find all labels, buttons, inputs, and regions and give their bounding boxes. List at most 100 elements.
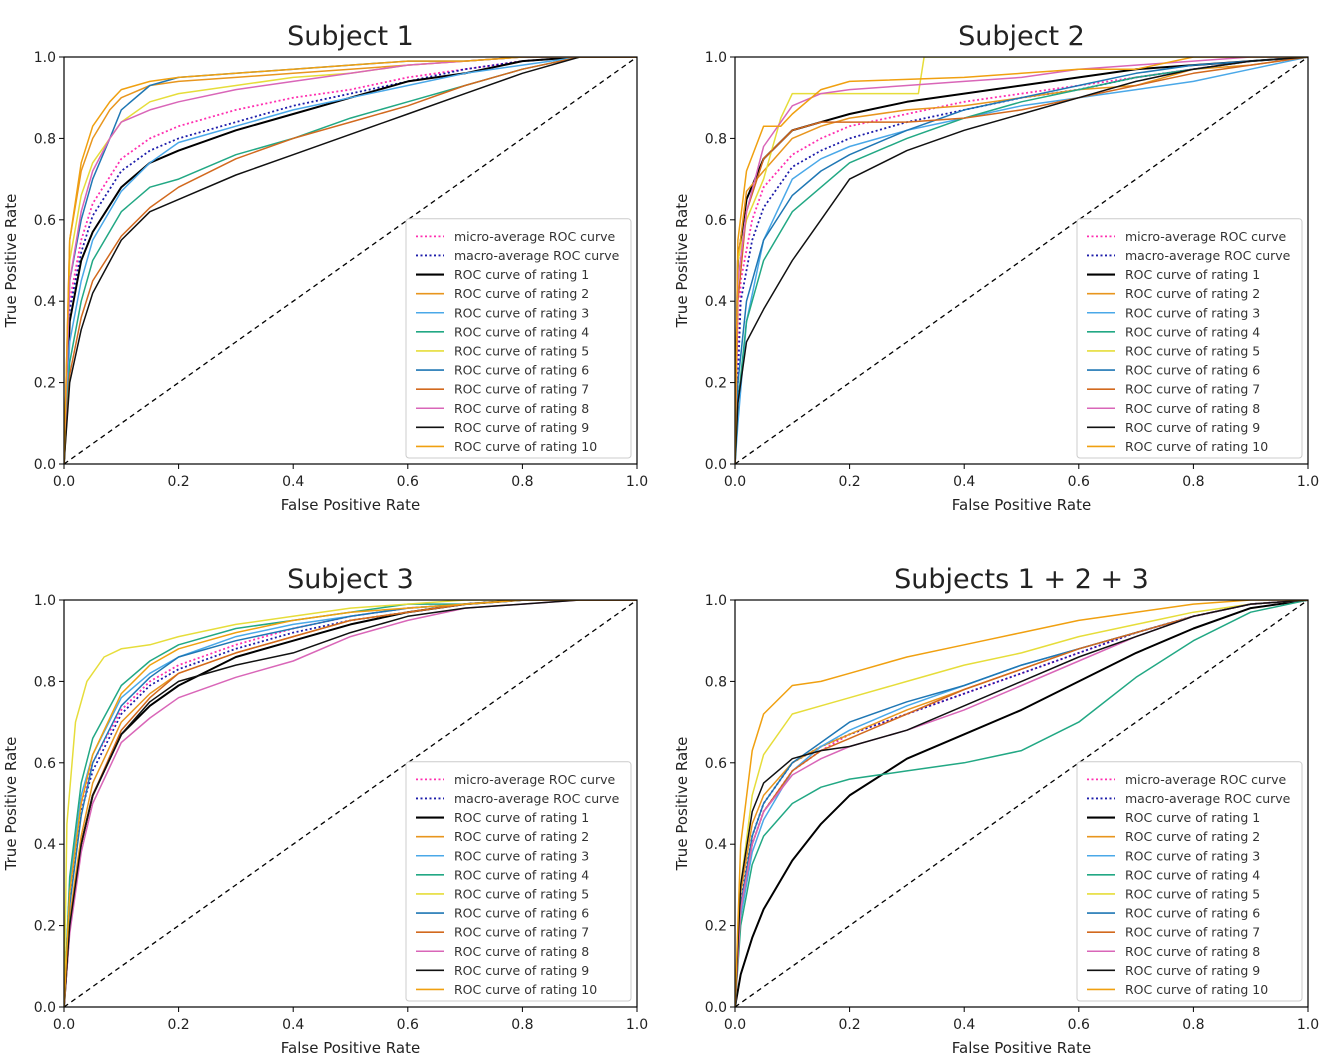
legend-box — [1076, 761, 1303, 1002]
roc-series-line-11 — [64, 57, 637, 464]
y-tick-label: 0.6 — [34, 756, 56, 772]
x-tick-label: 0.2 — [838, 1017, 860, 1033]
roc-series-line-3 — [735, 57, 1308, 464]
legend-label: ROC curve of rating 5 — [454, 343, 589, 358]
legend-label: ROC curve of rating 6 — [1125, 906, 1260, 921]
legend-label: ROC curve of rating 5 — [1125, 343, 1260, 358]
x-tick-label: 0.0 — [53, 474, 75, 490]
series-group — [735, 57, 1308, 464]
legend-label: macro-average ROC curve — [1125, 248, 1291, 263]
y-tick-label: 1.0 — [34, 50, 56, 66]
legend: micro-average ROC curve macro-average ROC… — [405, 761, 632, 1002]
legend-label: ROC curve of rating 4 — [454, 867, 589, 882]
y-tick-label: 0.4 — [34, 837, 56, 853]
legend-label: ROC curve of rating 8 — [454, 944, 589, 959]
legend-label: ROC curve of rating 6 — [1125, 363, 1260, 378]
y-tick-label: 0.8 — [34, 674, 56, 690]
chart-panel-1: Subject 1 0.0 0.2 0.4 0.6 0.8 1.0 0.0 0.2 0.4 0.6 0… — [2, 21, 648, 514]
chart-title: Subjects 1 + 2 + 3 — [894, 564, 1149, 595]
y-tick-label: 0.0 — [34, 1000, 56, 1016]
x-tick-label: 0.0 — [724, 1017, 746, 1033]
y-axis-label: True Positive Rate — [2, 194, 20, 329]
legend-label: ROC curve of rating 9 — [454, 420, 589, 435]
legend-label: ROC curve of rating 6 — [454, 906, 589, 921]
axes-frame — [734, 599, 1309, 1008]
x-tick-label: 0.6 — [1068, 474, 1090, 490]
roc-series-line-10 — [64, 57, 637, 464]
legend-label: ROC curve of rating 4 — [454, 324, 589, 339]
roc-series-line-3 — [735, 600, 1308, 1007]
legend-box — [405, 761, 632, 1002]
y-tick-label: 0.6 — [34, 213, 56, 229]
legend-label: ROC curve of rating 1 — [1125, 810, 1260, 825]
legend-label: ROC curve of rating 5 — [454, 886, 589, 901]
roc-series-line-7 — [735, 600, 1308, 1007]
legend-label: ROC curve of rating 5 — [1125, 886, 1260, 901]
x-tick-label: 0.4 — [953, 1017, 975, 1033]
y-tick-label: 0.2 — [34, 376, 56, 392]
chart-title: Subject 2 — [958, 21, 1085, 52]
chart-title: Subject 1 — [287, 21, 414, 52]
legend-label: ROC curve of rating 6 — [454, 363, 589, 378]
legend-label: ROC curve of rating 3 — [454, 305, 589, 320]
legend-label: ROC curve of rating 10 — [1125, 982, 1268, 997]
legend-label: micro-average ROC curve — [1125, 229, 1286, 244]
legend-label: macro-average ROC curve — [1125, 791, 1291, 806]
legend-box — [1076, 218, 1303, 459]
chance-diagonal — [734, 56, 1309, 465]
chart-panel-3: Subject 3 0.0 0.2 0.4 0.6 0.8 1.0 0.0 0.2 0.4 0.6 0… — [2, 564, 648, 1057]
legend-label: ROC curve of rating 9 — [454, 963, 589, 978]
x-tick-label: 0.8 — [1182, 1017, 1204, 1033]
chart-title: Subject 3 — [287, 564, 414, 595]
legend-label: ROC curve of rating 7 — [454, 925, 589, 940]
x-tick-label: 0.8 — [511, 474, 533, 490]
y-tick-label: 0.2 — [34, 919, 56, 935]
x-tick-label: 0.2 — [167, 474, 189, 490]
legend-label: ROC curve of rating 1 — [454, 810, 589, 825]
legend-label: ROC curve of rating 3 — [1125, 305, 1260, 320]
x-axis-label: False Positive Rate — [281, 496, 420, 514]
y-tick-label: 0.4 — [705, 294, 727, 310]
roc-series-line-12 — [735, 57, 1308, 464]
roc-series-line-7 — [735, 57, 1308, 464]
axes-frame — [63, 56, 638, 465]
y-tick-label: 0.0 — [705, 1000, 727, 1016]
roc-series-line-11 — [64, 600, 637, 1007]
x-tick-label: 0.8 — [1182, 474, 1204, 490]
x-tick-label: 0.2 — [838, 474, 860, 490]
axes-frame — [734, 56, 1309, 465]
legend-label: ROC curve of rating 8 — [454, 401, 589, 416]
legend-label: micro-average ROC curve — [1125, 772, 1286, 787]
x-tick-label: 1.0 — [1297, 1017, 1319, 1033]
legend-label: macro-average ROC curve — [454, 791, 620, 806]
legend-label: macro-average ROC curve — [454, 248, 620, 263]
chance-diagonal — [63, 56, 638, 465]
legend-label: ROC curve of rating 7 — [454, 382, 589, 397]
roc-series-line-2 — [64, 57, 637, 464]
legend-label: ROC curve of rating 4 — [1125, 324, 1260, 339]
legend-label: ROC curve of rating 7 — [1125, 925, 1260, 940]
roc-series-line-12 — [735, 600, 1308, 1007]
roc-series-line-4 — [735, 57, 1308, 464]
y-tick-label: 0.4 — [34, 294, 56, 310]
legend-label: ROC curve of rating 1 — [454, 267, 589, 282]
chance-diagonal — [734, 599, 1309, 1008]
x-tick-label: 1.0 — [1297, 474, 1319, 490]
y-tick-label: 1.0 — [34, 593, 56, 609]
series-group — [64, 57, 637, 464]
roc-series-line-9 — [735, 57, 1308, 464]
x-tick-label: 0.6 — [397, 474, 419, 490]
axes-frame — [63, 599, 638, 1008]
legend: micro-average ROC curve macro-average ROC… — [1076, 761, 1303, 1002]
x-axis-label: False Positive Rate — [952, 1039, 1091, 1057]
chart-panel-2: Subject 2 0.0 0.2 0.4 0.6 0.8 1.0 0.0 0.2 0.4 0.6 0… — [673, 21, 1319, 514]
legend-label: ROC curve of rating 9 — [1125, 420, 1260, 435]
legend-label: ROC curve of rating 2 — [1125, 286, 1260, 301]
y-axis-label: True Positive Rate — [673, 194, 691, 329]
y-tick-label: 0.6 — [705, 756, 727, 772]
roc-series-line-10 — [735, 57, 1308, 464]
y-tick-label: 0.4 — [705, 837, 727, 853]
legend: micro-average ROC curve macro-average ROC… — [1076, 218, 1303, 459]
x-tick-label: 0.0 — [53, 1017, 75, 1033]
